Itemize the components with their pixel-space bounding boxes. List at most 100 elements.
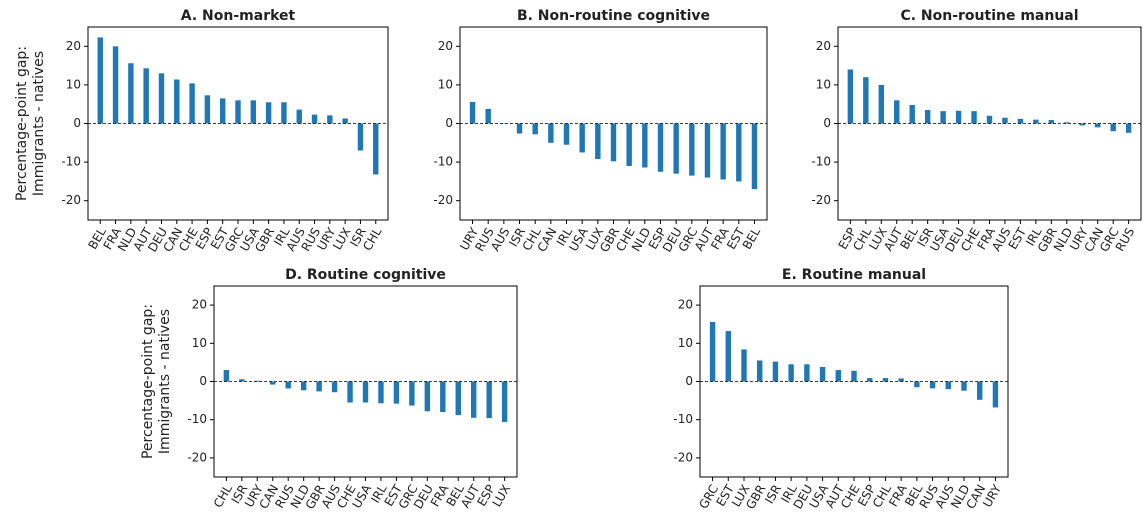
bar bbox=[961, 381, 967, 391]
bar bbox=[772, 361, 779, 382]
bar bbox=[863, 77, 869, 124]
bar bbox=[867, 378, 873, 382]
bar bbox=[158, 73, 165, 124]
bar bbox=[788, 364, 794, 382]
bar bbox=[296, 109, 302, 124]
bar bbox=[311, 114, 318, 124]
bar bbox=[347, 381, 353, 403]
bar bbox=[265, 102, 272, 124]
bar bbox=[548, 123, 554, 143]
panel-title: E. Routine manual bbox=[782, 267, 926, 283]
bar bbox=[393, 381, 400, 404]
bar bbox=[835, 370, 841, 382]
bar bbox=[143, 68, 149, 124]
bar bbox=[516, 123, 523, 134]
y-tick-label: -10 bbox=[433, 155, 453, 169]
bar bbox=[471, 381, 477, 418]
y-tick-label: 10 bbox=[192, 336, 207, 350]
bar bbox=[219, 98, 226, 124]
y-tick-label: 0 bbox=[823, 116, 831, 130]
plot-frame bbox=[837, 26, 1142, 221]
bar bbox=[501, 381, 508, 422]
y-tick-label: -10 bbox=[187, 412, 207, 426]
bar bbox=[898, 378, 904, 382]
y-axis-label: Percentage-point gap: bbox=[14, 46, 30, 201]
bar bbox=[929, 381, 936, 389]
y-tick-label: -20 bbox=[673, 450, 693, 464]
x-tick-label: BEL bbox=[740, 225, 764, 252]
y-tick-label: -20 bbox=[433, 193, 453, 207]
y-tick-label: -20 bbox=[187, 450, 207, 464]
bar bbox=[657, 123, 664, 172]
bar bbox=[455, 381, 461, 416]
bar bbox=[204, 95, 211, 124]
plot-frame bbox=[213, 285, 518, 478]
y-tick-label: 20 bbox=[816, 39, 831, 53]
bar bbox=[469, 101, 476, 124]
panel-title: B. Non-routine cognitive bbox=[517, 8, 710, 24]
bar bbox=[285, 381, 291, 389]
bar bbox=[112, 46, 119, 124]
plot-frame bbox=[699, 285, 1009, 478]
bar bbox=[378, 381, 384, 404]
bar bbox=[595, 123, 601, 160]
y-tick-label: -10 bbox=[811, 155, 831, 169]
bar bbox=[847, 69, 854, 124]
y-tick-label: 20 bbox=[66, 39, 81, 53]
bar bbox=[563, 123, 570, 145]
panel-title: D. Routine cognitive bbox=[285, 267, 446, 283]
bar bbox=[128, 63, 134, 124]
bar bbox=[704, 123, 711, 178]
bar bbox=[235, 100, 241, 124]
y-axis-label: Percentage-point gap: bbox=[140, 304, 156, 459]
bar bbox=[909, 104, 915, 124]
bar bbox=[725, 331, 731, 382]
y-tick-label: -20 bbox=[61, 193, 81, 207]
bar bbox=[579, 123, 585, 153]
bar bbox=[736, 123, 742, 182]
bar bbox=[342, 118, 348, 124]
bar bbox=[357, 123, 364, 151]
bar bbox=[955, 110, 962, 124]
y-tick-label: -10 bbox=[61, 155, 81, 169]
y-tick-label: 0 bbox=[445, 116, 453, 130]
bar bbox=[945, 381, 951, 390]
y-tick-label: 0 bbox=[73, 116, 81, 130]
bar bbox=[1079, 123, 1085, 126]
bar bbox=[316, 381, 322, 392]
bar bbox=[720, 123, 726, 180]
bar bbox=[1064, 122, 1070, 124]
bar bbox=[741, 349, 747, 382]
bar bbox=[97, 37, 103, 124]
bar bbox=[223, 370, 230, 382]
bar bbox=[971, 111, 977, 124]
bar bbox=[673, 123, 679, 174]
bar bbox=[626, 123, 632, 166]
bar bbox=[440, 381, 446, 413]
bar bbox=[642, 123, 648, 168]
plot-frame bbox=[87, 26, 389, 221]
y-tick-label: 0 bbox=[685, 374, 693, 388]
bar bbox=[689, 123, 695, 176]
y-tick-label: -20 bbox=[811, 193, 831, 207]
bar bbox=[532, 123, 538, 135]
bar bbox=[270, 381, 276, 385]
x-tick-label: LUX bbox=[490, 482, 514, 509]
y-tick-label: 20 bbox=[192, 298, 207, 312]
bar bbox=[1125, 123, 1132, 133]
bar bbox=[819, 366, 826, 382]
bar bbox=[174, 79, 180, 124]
bar bbox=[1017, 118, 1024, 124]
x-tick-label: URY bbox=[980, 482, 1004, 510]
bar bbox=[281, 102, 287, 124]
bar bbox=[1110, 123, 1116, 132]
x-tick-label: CHL bbox=[360, 225, 384, 253]
bar bbox=[914, 381, 920, 388]
bar bbox=[1095, 123, 1101, 128]
bar bbox=[486, 381, 492, 419]
y-axis-label: Immigrants - natives bbox=[31, 51, 47, 196]
bar bbox=[424, 381, 431, 412]
bar bbox=[992, 381, 999, 408]
bar bbox=[409, 381, 415, 406]
